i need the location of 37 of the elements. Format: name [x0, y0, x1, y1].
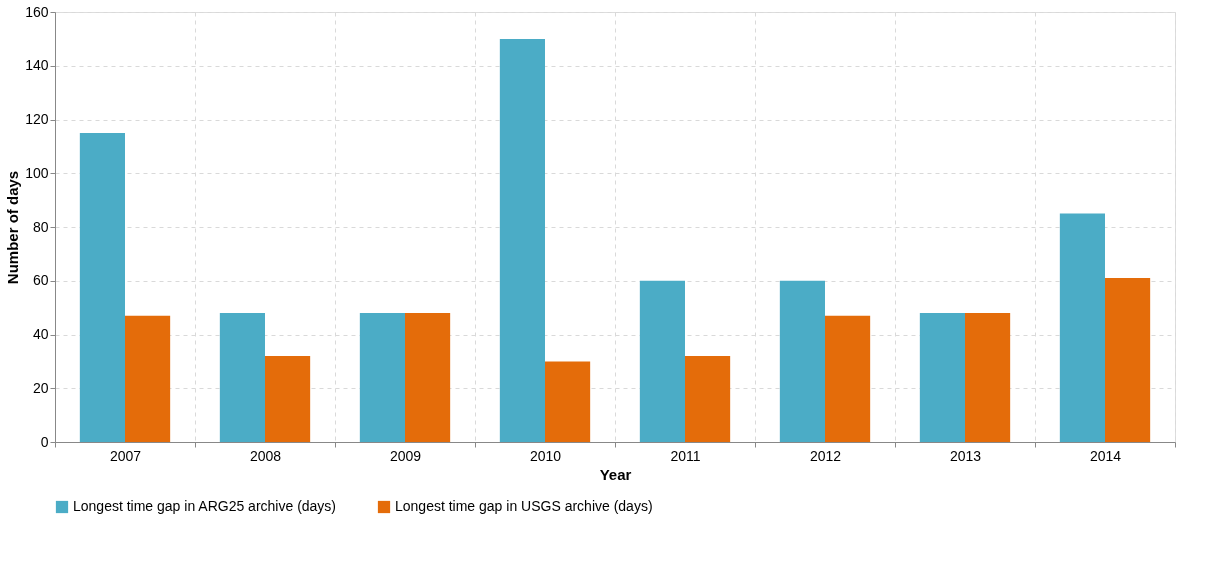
- bar: [499, 38, 545, 442]
- y-tick-label: 100: [25, 164, 49, 181]
- x-tick-label: 2013: [949, 447, 982, 464]
- y-tick-label: 20: [32, 379, 49, 396]
- x-tick-label: 2009: [389, 447, 422, 464]
- bar: [639, 280, 685, 442]
- bar: [1059, 213, 1105, 442]
- y-tick-label: 80: [32, 218, 49, 235]
- y-tick-label: 120: [25, 111, 49, 127]
- bar: [1105, 278, 1151, 442]
- bar: [359, 313, 405, 442]
- x-tick-label: 2008: [249, 447, 282, 464]
- x-tick-label: 2012: [809, 447, 842, 464]
- x-tick-label: 2010: [529, 447, 562, 464]
- y-axis-title: Number of days: [4, 170, 22, 285]
- legend-label: Longest time gap in ARG25 archive (days): [73, 498, 337, 514]
- y-tick-label: 60: [32, 272, 49, 289]
- bar: [545, 361, 591, 442]
- bar: [265, 356, 311, 442]
- x-tick-label: 2007: [109, 447, 142, 464]
- legend-label: Longest time gap in USGS archive (days): [395, 498, 653, 514]
- bar: [125, 315, 171, 442]
- y-tick-label: 40: [32, 326, 49, 342]
- y-tick-label: 140: [25, 57, 49, 74]
- x-tick-label: 2011: [670, 447, 701, 464]
- bar: [219, 313, 265, 442]
- bar: [779, 280, 825, 442]
- bar: [825, 315, 871, 442]
- bar: [685, 356, 731, 442]
- bar: [79, 132, 125, 442]
- x-axis-title: Year: [599, 465, 632, 483]
- bar: [919, 313, 965, 442]
- y-tick-label: 160: [25, 3, 49, 20]
- x-tick-label: 2014: [1089, 447, 1122, 464]
- bar: [405, 313, 451, 442]
- bar: [965, 313, 1011, 442]
- y-tick-label: 0: [40, 433, 49, 450]
